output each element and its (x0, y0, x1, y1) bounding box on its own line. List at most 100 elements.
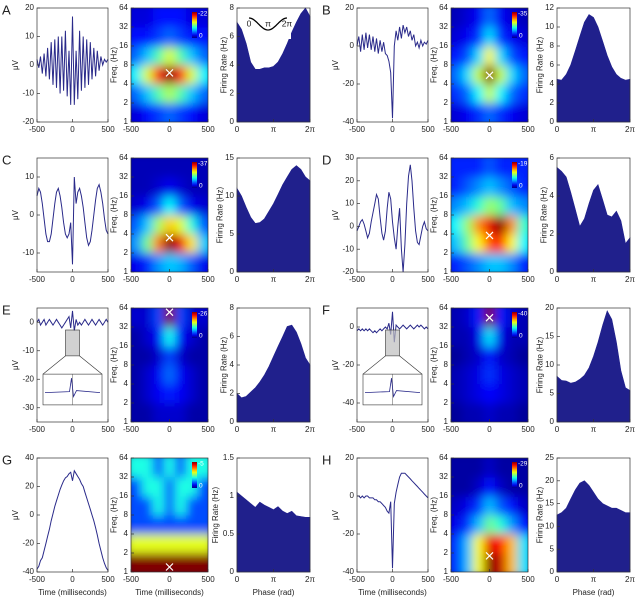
y-tick-label: 20 (545, 476, 554, 485)
y-tick-label: 1 (124, 117, 129, 126)
colorbar-label: 0 (519, 483, 523, 490)
inset-label: 2π (282, 18, 293, 28)
heatmap-cell (197, 234, 208, 254)
heatmap-cells (451, 158, 528, 272)
heatmap-cell (186, 103, 198, 122)
heatmap-cell (494, 327, 507, 348)
heatmap-cell (174, 196, 187, 217)
heatmap-cell (141, 8, 154, 28)
y-tick-label: 20 (25, 3, 34, 12)
y-tick-label: 16 (119, 191, 128, 200)
peak-marker (485, 313, 494, 322)
heatmap-cell (484, 253, 496, 272)
heatmap-cell (174, 515, 187, 535)
heatmap-cell (164, 534, 176, 554)
colorbar (192, 312, 197, 338)
colorbar (192, 462, 197, 488)
heatmap-cell (186, 8, 198, 28)
heatmap-cell (472, 253, 485, 272)
heatmap-cell (517, 403, 528, 422)
heatmap-cell (164, 458, 176, 478)
y-tick-label: -40 (342, 567, 354, 576)
heatmap-cell (131, 327, 143, 348)
heatmap-cell (186, 158, 198, 178)
heatmap (131, 158, 208, 272)
heatmap-cell (461, 534, 474, 554)
heatmap-cell (461, 365, 474, 385)
y-tick-label: 15 (225, 153, 234, 162)
heatmap-cell (141, 515, 154, 535)
heatmap-cell (517, 8, 528, 28)
heatmap-cell (451, 496, 463, 517)
heatmap-cell (451, 346, 463, 367)
y-axis-label: Firing Rate (Hz) (211, 486, 220, 543)
phase-reference (248, 17, 288, 31)
colorbar-label: 0 (199, 333, 203, 340)
heatmap-cell (152, 496, 165, 517)
heatmap-cell (131, 253, 143, 272)
y-tick-label: -30 (22, 403, 34, 412)
y-tick-label: 20 (545, 303, 554, 312)
heatmap-cell (197, 65, 208, 85)
x-tick-label: π (591, 275, 597, 284)
heatmap-cell (494, 534, 507, 554)
heatmap (451, 458, 528, 572)
heatmap-cell (197, 515, 208, 535)
lfp-trace (356, 164, 429, 273)
y-tick-label: 8 (444, 510, 449, 519)
heatmap-cell (472, 158, 485, 178)
heatmap-cell (472, 553, 485, 572)
heatmap-cell (186, 534, 198, 554)
heatmap-cell (484, 8, 496, 28)
peak-marker (165, 68, 174, 77)
panel-label: B (322, 2, 331, 17)
heatmap-cell (517, 553, 528, 572)
y-axis-label: Firing Rate (Hz) (220, 336, 229, 393)
heatmap-cell (174, 65, 187, 85)
heatmap-cell (484, 158, 496, 178)
x-tick-label: -500 (349, 425, 366, 434)
y-tick-label: 0.5 (223, 529, 235, 538)
y-tick-label: 64 (119, 153, 128, 162)
x-tick-label: -500 (123, 575, 140, 584)
heatmap-cell (494, 308, 507, 328)
colorbar-label: -26 (198, 311, 208, 318)
y-tick-label: 4 (444, 379, 449, 388)
heatmap-cell (131, 65, 143, 85)
heatmap-cell (494, 46, 507, 67)
heatmap-cell (506, 215, 518, 235)
x-tick-label: 0 (235, 425, 240, 434)
y-tick-label: 16 (439, 341, 448, 350)
heatmap-cell (506, 65, 518, 85)
y-tick-label: -20 (342, 267, 354, 276)
heatmap-cell (141, 234, 154, 254)
y-tick-label: 10 (545, 522, 554, 531)
heatmap-cell (494, 553, 507, 572)
y-tick-label: 0 (350, 222, 355, 231)
heatmap-cell (131, 553, 143, 572)
panel-label: E (2, 302, 11, 317)
inset-label: π (265, 18, 271, 28)
heatmap-cell (152, 403, 165, 422)
heatmap-cell (472, 534, 485, 554)
heatmap-cell (141, 384, 154, 404)
y-tick-label: 8 (124, 360, 129, 369)
y-axis-label: μV (11, 359, 20, 370)
y-tick-label: 20 (345, 176, 354, 185)
firing-rate-area (236, 491, 311, 573)
heatmap-cell (164, 553, 176, 572)
heatmap-cell (164, 308, 176, 328)
heatmap-cell (517, 234, 528, 254)
heatmap-cell (186, 215, 198, 235)
heatmap-cell (484, 534, 496, 554)
heatmap-cell (484, 384, 496, 404)
x-tick-label: 500 (521, 125, 535, 134)
heatmap-cell (451, 327, 463, 348)
heatmap-cell (461, 65, 474, 85)
heatmap-cell (506, 458, 518, 478)
heatmap-cell (152, 8, 165, 28)
x-tick-label: 0 (70, 275, 75, 284)
heatmap-cell (484, 403, 496, 422)
heatmap-cell (451, 384, 463, 404)
